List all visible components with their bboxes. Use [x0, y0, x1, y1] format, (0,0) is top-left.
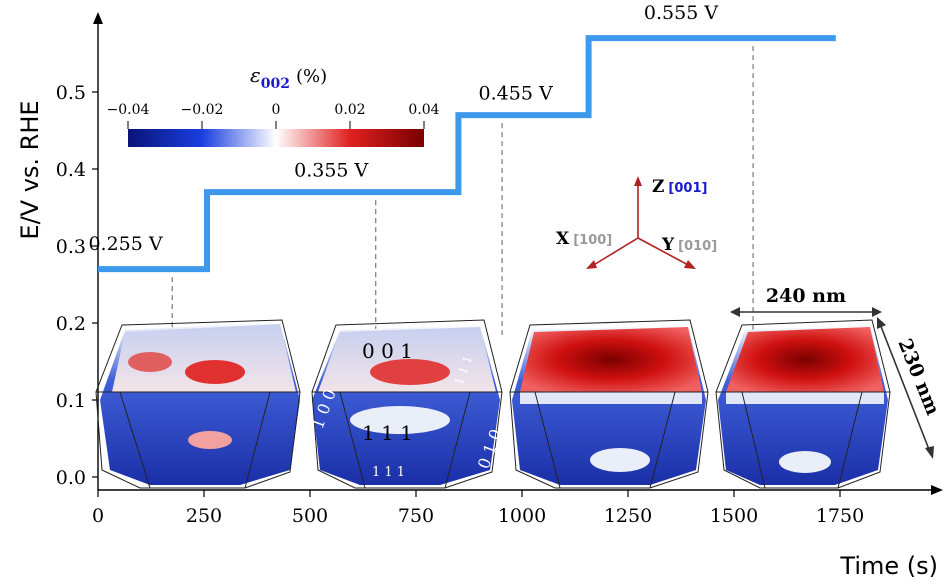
triad-x-arrow: [591, 237, 639, 267]
facet-label-top: 0 0 1: [362, 339, 413, 363]
particle-2-white-patch: [350, 406, 450, 434]
dimension-width: 240 nm: [730, 285, 882, 317]
step-label: 0.355 V: [294, 160, 368, 182]
x-tick-label: 750: [398, 505, 434, 527]
colorbar-unit: (%): [296, 66, 327, 87]
particle-1-red-patch-2: [128, 352, 172, 372]
particle-4: [715, 319, 891, 489]
x-tick-label: 1500: [710, 505, 758, 527]
facet-label-bottom: 1 1 1: [372, 465, 405, 480]
dimension-height: 230 nm: [877, 317, 944, 459]
axis-triad: Z [001] X [100] Y [010]: [556, 176, 717, 269]
y-axis-arrow: [93, 12, 103, 24]
y-tick-label: 0.3: [56, 236, 86, 258]
particle-2: 0 0 1 1 1 1 1 0 0 0 1 0 1 1 1 1 1 1: [308, 319, 506, 489]
triad-z-label: Z [001]: [652, 177, 707, 197]
particle-3: [509, 319, 709, 489]
colorbar-tick-label: −0.02: [181, 102, 224, 118]
colorbar-tick-label: 0.02: [334, 102, 365, 118]
y-tick-label: 0.4: [56, 159, 86, 181]
particle-1-red-patch: [185, 360, 245, 384]
step-labels: 0.255 V 0.355 V 0.455 V 0.555 V: [88, 2, 718, 255]
particle-1: [95, 319, 301, 489]
particle-3-wireframe: [509, 319, 709, 489]
triad-y-arrow: [637, 237, 691, 267]
facet-label-center: 1 1 1: [362, 421, 413, 445]
colorbar-tick-label: −0.04: [107, 102, 150, 118]
y-tick-label: 0.2: [56, 313, 86, 335]
x-axis-arrow: [931, 485, 943, 495]
colorbar-tick-label: 0: [272, 102, 281, 118]
series-layer: [98, 35, 836, 273]
colorbar-gradient: [128, 129, 424, 147]
width-label: 240 nm: [766, 285, 846, 307]
x-ticks: 0 250 500 750 1000 1250 1500 1750: [92, 490, 864, 527]
colorbar-tick-label: 0.04: [408, 102, 439, 118]
triad-y-head: [684, 260, 696, 269]
colorbar: ε002 (%) −0.04 −0.02 0 0.02 0.04: [107, 63, 440, 147]
particle-3-top: [520, 327, 702, 392]
x-tick-label: 500: [292, 505, 328, 527]
particle-2-wireframe: [311, 319, 503, 489]
particle-4-white-patch: [779, 451, 831, 473]
y-axis-label: E/V vs. RHE: [16, 100, 44, 239]
particle-4-wireframe: [715, 319, 891, 489]
x-axis-label: Time (s): [839, 552, 938, 580]
voltage-step-line: [98, 35, 836, 273]
y-tick-label: 0.5: [56, 82, 86, 104]
particle-1-top: [112, 324, 296, 392]
particle-4-white-band: [726, 392, 884, 404]
x-tick-label: 250: [186, 505, 222, 527]
colorbar-symbol: ε: [250, 63, 261, 87]
particle-4-top: [726, 327, 884, 392]
step-label: 0.255 V: [88, 233, 162, 255]
triad-x-label: X [100]: [556, 229, 612, 249]
particle-3-white-patch: [590, 448, 650, 472]
particle-1-wireframe: [95, 319, 301, 489]
y-tick-label: 0.1: [56, 390, 86, 412]
x-tick-label: 0: [92, 505, 104, 527]
y-tick-label: 0.0: [56, 467, 86, 489]
triad-y-label: Y [010]: [661, 235, 717, 255]
x-tick-label: 1000: [498, 505, 546, 527]
colorbar-title: ε002 (%): [250, 63, 327, 92]
triad-z-head: [634, 176, 642, 186]
particle-2-red-patch: [370, 359, 450, 385]
colorbar-subscript: 002: [261, 76, 290, 92]
triad-x-head: [586, 260, 597, 269]
x-tick-label: 1250: [604, 505, 652, 527]
step-label: 0.555 V: [644, 2, 718, 24]
particle-3-white-band: [520, 392, 702, 404]
particle-1-red-patch-3: [188, 431, 232, 449]
step-label: 0.455 V: [479, 83, 553, 105]
x-tick-label: 1750: [816, 505, 864, 527]
y-ticks: 0.0 0.1 0.2 0.3 0.4 0.5: [56, 82, 98, 489]
marker-lines: [171, 46, 754, 335]
axes: 0 250 500 750 1000 1250 1500 1750 0.00.10.20.30…: [16, 12, 943, 580]
colorbar-ticks: −0.04 −0.02 0 0.02 0.04: [107, 102, 440, 129]
